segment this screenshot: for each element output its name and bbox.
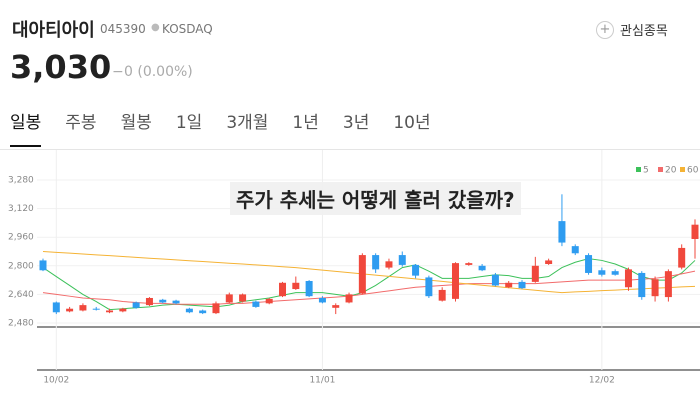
candle-body [92, 308, 100, 310]
candle-body [558, 221, 566, 243]
candle-body [664, 271, 672, 298]
candle-body [239, 294, 247, 302]
candle-body [398, 255, 406, 265]
y-tick-label: 3,280 [8, 176, 34, 186]
period-tabs: 일봉 주봉 월봉 1일 3개월 1년 3년 10년 [10, 108, 455, 147]
period-tab[interactable]: 일봉 [10, 108, 42, 147]
ma-line [42, 270, 696, 305]
period-tab[interactable]: 10년 [393, 113, 431, 133]
candle-body [265, 298, 273, 304]
candle-body [451, 263, 459, 299]
candle-body [318, 297, 326, 303]
candle-body [531, 265, 539, 282]
period-tab[interactable]: 주봉 [65, 113, 97, 133]
x-tick-label: 11/01 [309, 376, 335, 386]
period-tab[interactable]: 1일 [175, 113, 203, 133]
candle-body [358, 255, 366, 294]
divider [0, 149, 700, 150]
period-tab[interactable]: 3개월 [226, 113, 269, 133]
candle-body [66, 308, 74, 312]
change-symbol: − [112, 64, 124, 80]
candle-body [678, 247, 686, 268]
candle-body [132, 302, 140, 308]
watch-label: 관심종목 [620, 24, 668, 39]
candle-body [52, 302, 60, 313]
candle-body [438, 289, 446, 301]
candle-body [611, 271, 619, 275]
candle-body [145, 297, 153, 306]
legend-swatch [680, 167, 685, 172]
candle-body [345, 294, 353, 303]
candle-body [199, 310, 207, 314]
stock-name: 대아티아이 [12, 20, 95, 41]
period-tab[interactable]: 월봉 [120, 113, 152, 133]
legend-label: 5 [643, 166, 649, 176]
separator: ● [151, 22, 160, 33]
plus-icon: + [596, 20, 614, 39]
candle-body [585, 255, 593, 273]
candle-body [425, 277, 433, 297]
candle-body [185, 308, 193, 313]
legend-label: 20 [665, 166, 677, 176]
candle-body [39, 260, 47, 271]
chart-title: 주가 추세는 어떻게 흘러 갔을까? [230, 182, 521, 215]
x-tick-label: 10/02 [43, 376, 69, 386]
price-change: 0 (0.00%) [124, 64, 193, 80]
period-tab[interactable]: 1년 [292, 113, 319, 133]
candle-body [385, 261, 393, 268]
candle-body [225, 294, 233, 303]
candle-body [491, 274, 499, 286]
ma-line [42, 251, 696, 294]
legend-swatch [636, 167, 641, 172]
candle-body [172, 300, 180, 304]
y-tick-label: 2,640 [8, 290, 34, 300]
candle-body [638, 272, 646, 298]
candle-body [412, 264, 420, 276]
chart: 2,480 2,640 2,800 2,960 3,120 3,280 10/02 11/01… [8, 150, 700, 386]
candle-body [119, 308, 127, 312]
candle-body [651, 279, 659, 297]
candle-body [478, 265, 486, 271]
y-tick-label: 2,800 [8, 261, 34, 271]
price: 3,030 [10, 48, 112, 86]
stock-code: 045390 [100, 22, 146, 36]
y-tick-label: 2,480 [8, 319, 34, 329]
candle-body [252, 301, 260, 307]
candle-body [624, 269, 632, 288]
candle-body [212, 303, 220, 314]
y-tick-label: 2,960 [8, 233, 34, 243]
candle-body [505, 282, 513, 288]
candle-body [571, 246, 579, 254]
candle-body [292, 282, 300, 290]
candle-body [305, 280, 313, 297]
candle-body [372, 255, 380, 270]
period-tab[interactable]: 3년 [342, 113, 370, 133]
candle-body [465, 263, 473, 265]
x-tick-label: 12/02 [589, 376, 615, 386]
candle-body [545, 260, 553, 265]
candle-body [691, 224, 699, 239]
y-tick-label: 3,120 [8, 204, 34, 214]
legend-label: 60 [687, 166, 699, 176]
candle-body [79, 305, 87, 311]
candle-body [159, 299, 167, 303]
candle-body [332, 305, 340, 308]
candle-body [598, 270, 606, 275]
candle-body [518, 281, 526, 289]
watch-button[interactable]: + 관심종목 [596, 20, 668, 39]
legend-swatch [658, 167, 663, 172]
market: KOSDAQ [162, 22, 213, 36]
candle-body [279, 282, 287, 297]
candle-body [106, 310, 114, 313]
